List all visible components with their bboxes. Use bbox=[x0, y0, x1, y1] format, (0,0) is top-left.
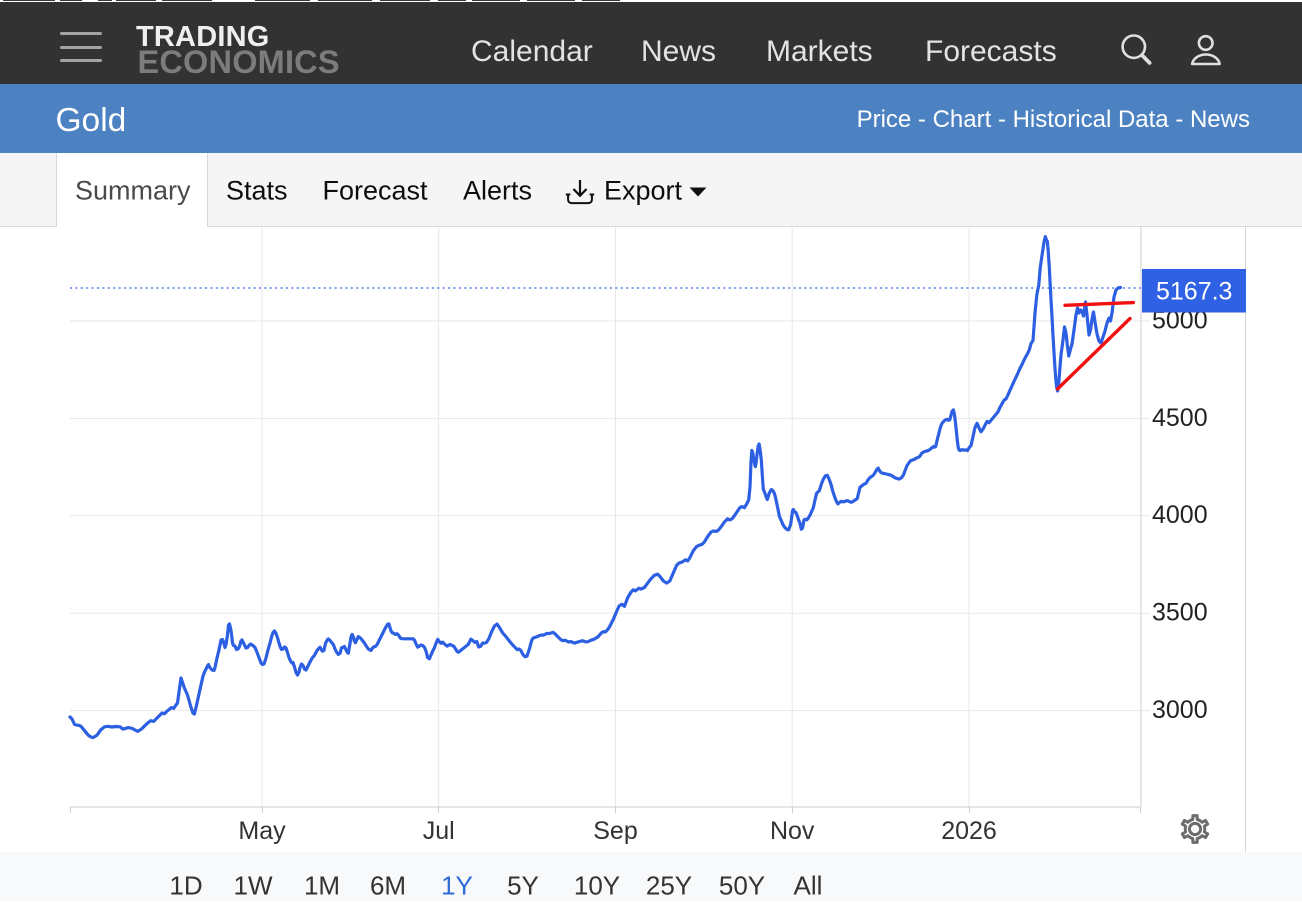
svg-text:5167.3: 5167.3 bbox=[1156, 278, 1232, 306]
svg-text:Nov: Nov bbox=[770, 817, 815, 845]
svg-text:4000: 4000 bbox=[1152, 501, 1208, 529]
svg-text:4500: 4500 bbox=[1152, 404, 1208, 432]
svg-text:May: May bbox=[238, 817, 286, 845]
svg-text:Jul: Jul bbox=[423, 817, 455, 845]
svg-text:3000: 3000 bbox=[1152, 696, 1208, 724]
svg-text:3500: 3500 bbox=[1152, 599, 1208, 627]
svg-text:2026: 2026 bbox=[941, 817, 997, 845]
svg-text:Sep: Sep bbox=[593, 817, 637, 845]
